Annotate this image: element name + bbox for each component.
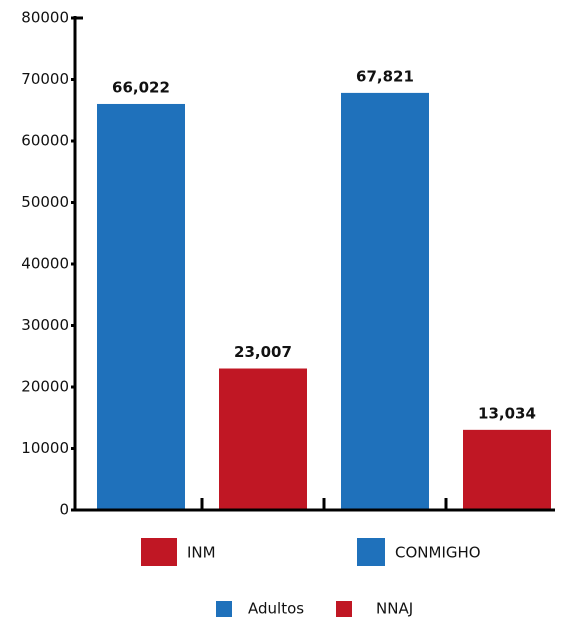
annotation-swatch [141,538,177,566]
bar [219,368,307,510]
y-tick-label: 40000 [21,255,69,273]
y-tick-label: 0 [59,501,69,519]
annotation-text: CONMIGHO [395,544,481,562]
legend-label: Adultos [248,600,304,618]
legend-swatch [336,601,352,617]
y-tick-label: 70000 [21,70,69,88]
value-label: 67,821 [356,67,414,85]
value-label: 23,007 [234,343,292,361]
y-tick-label: 50000 [21,193,69,211]
y-tick-label: 80000 [21,9,69,27]
bar [97,103,185,511]
legend-label: NNAJ [376,600,413,618]
y-tick-label: 30000 [21,316,69,334]
value-label: 13,034 [478,404,536,422]
legend-swatch [216,601,232,617]
bar [341,92,429,510]
value-label: 66,022 [112,78,170,96]
annotation-text: INM [187,544,216,562]
annotation-swatch [357,538,385,566]
y-tick-label: 20000 [21,378,69,396]
y-tick-label: 60000 [21,132,69,150]
y-tick-label: 10000 [21,439,69,457]
bar [463,429,551,510]
